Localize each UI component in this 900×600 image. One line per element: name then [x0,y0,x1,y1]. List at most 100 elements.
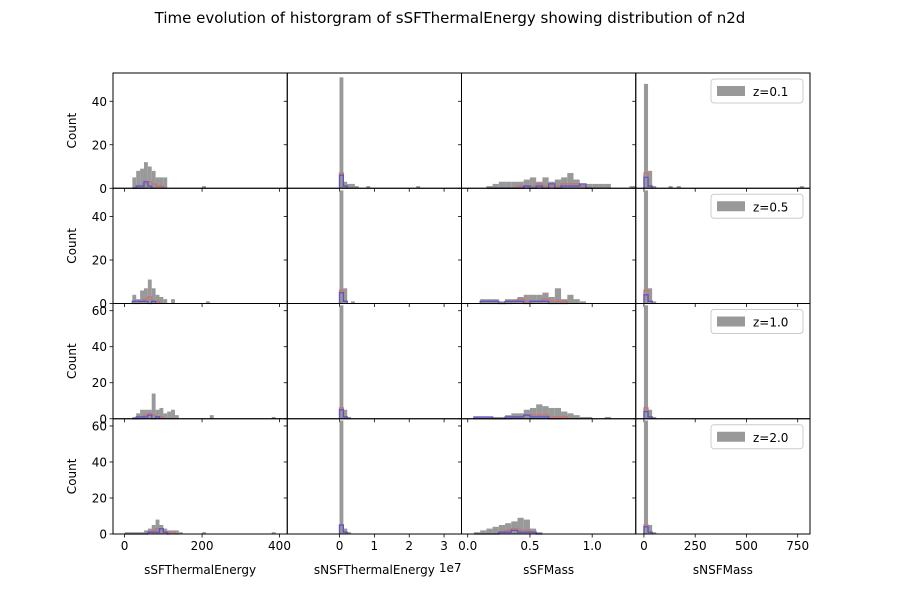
hist-step-blue [131,300,157,305]
hist-bar-gray [351,301,355,304]
hist-step-blue [643,410,653,419]
hist-bar-gray [498,301,506,304]
hist-bar-gray [542,292,549,304]
hist-bar-gray [498,524,506,534]
hist-bar-gray [523,294,530,304]
legend-box [710,193,804,219]
hist-step-blue [132,181,153,189]
y-tick-label: 40 [92,95,107,109]
hist-bar-gray [343,181,348,189]
hist-bar-gray [643,83,649,189]
hist-bar-gray [579,301,586,304]
hist-bar-gray [163,413,168,419]
y-tick-label: 20 [92,376,107,390]
hist-step-blue [643,176,653,189]
hist-bar-gray [536,532,543,534]
x-axis-label: sSFMass [523,563,574,577]
hist-step-blue [338,291,348,304]
hist-bar-gray [529,407,537,419]
y-tick-label: 0 [99,412,107,426]
hist-bar-gray [351,183,355,189]
hist-bar-gray [554,179,562,189]
hist-step-blue [473,414,562,420]
hist-bar-gray [171,409,175,419]
hist-bar-gray [473,532,481,534]
legend-label: z=0.1 [753,85,788,99]
hist-bar-gray [480,416,487,419]
hist-bar-gray [343,528,348,534]
x-tick-label: 500 [735,539,758,553]
hist-bar-gray [517,296,524,304]
hist-bar-gray [523,409,530,419]
hist-bar-gray [498,181,506,189]
panel-r2-c0: 0 20 40 60 Count [65,303,288,426]
hist-bar-gray [629,186,636,189]
hist-bar-gray [155,177,160,189]
hist-bar-gray [155,409,160,419]
y-tick-label: 40 [92,340,107,354]
hist-bar-gray [592,183,599,189]
y-tick-label: 40 [92,210,107,224]
hist-bar-gray [492,526,499,534]
hist-bar-gray [205,301,210,304]
x-tick-label: 0 [640,539,648,553]
legend-label: z=0.5 [753,200,788,214]
hist-bar-gray [505,523,512,534]
y-axis-label: Count [65,343,79,379]
hist-bar-gray [140,290,144,304]
hist-bar-gray [643,305,649,419]
hist-bar-gray [209,415,214,419]
hist-bar-gray [171,299,175,304]
y-tick-label: 60 [92,304,107,318]
x-tick-label: 0 [336,539,344,553]
y-tick-label: 40 [92,455,107,469]
hist-bar-gray [143,530,148,534]
hist-bar-gray [567,413,574,419]
x-tick-label: 2 [405,539,413,553]
hist-bar-gray [416,186,421,189]
hist-bar-gray [511,521,518,534]
panel-r3-c2: 0.0 0.5 1.0 sSFMass [458,418,637,577]
hist-bar-gray [347,416,352,419]
hist-bar-gray [132,532,137,534]
hist-bar-gray [132,177,137,189]
hist-bar-gray [339,305,344,419]
hist-bar-gray [143,162,148,189]
hist-bar-gray [480,530,487,534]
hist-bar-gray [561,411,568,419]
hist-bar-gray [567,294,574,304]
hist-bar-gray [339,77,344,189]
hist-bar-gray [147,528,152,534]
x-tick-label: 0.0 [458,539,477,553]
hist-bar-gray [492,183,499,189]
hist-bar-gray [140,532,144,534]
hist-bar-gray [354,186,359,189]
hist-bar-gray [473,416,481,419]
x-offset-label: 1e7 [439,561,462,575]
x-tick-label: 750 [786,539,809,553]
hist-bar-gray [159,296,164,304]
legend-swatch [717,86,745,96]
hist-bar-gray [598,183,605,189]
x-tick-label: 1.0 [583,539,602,553]
hist-bar-gray [643,190,649,304]
hist-bar-gray [523,179,530,189]
legend-box [710,424,804,450]
hist-bar-gray [163,299,168,304]
hist-bar-gray [136,170,141,189]
hist-bar-gray [548,296,555,304]
hist-bar-gray [652,186,657,189]
hist-bar-gray [271,532,276,534]
hist-bar-gray [652,301,657,304]
hist-bar-gray [604,416,611,419]
hist-bar-gray [486,186,493,189]
y-axis-label: Count [65,228,79,264]
hist-bar-gray [517,517,524,534]
hist-step-blue [479,300,568,305]
hist-bar-gray [492,416,499,419]
hist-bar-gray [536,181,543,189]
y-tick-label: 0 [99,528,107,542]
hist-step-blue [643,294,653,304]
hist-bar-gray [567,173,574,189]
